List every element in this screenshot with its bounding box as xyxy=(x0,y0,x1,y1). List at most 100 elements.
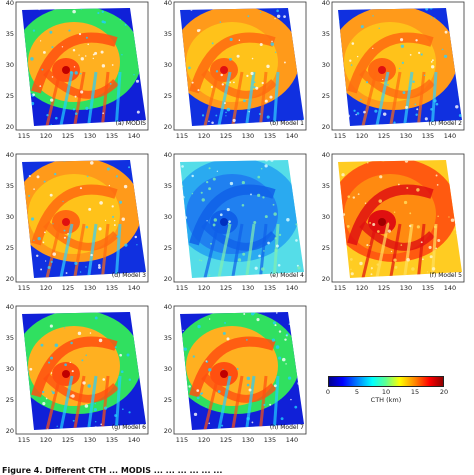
x-tick-label: 115 xyxy=(175,132,189,140)
x-tick-label: 115 xyxy=(17,284,31,292)
x-tick-label: 115 xyxy=(17,132,31,140)
x-tick-label: 120 xyxy=(197,436,211,444)
y-tick-label: 30 xyxy=(163,365,172,373)
y-tick-label: 20 xyxy=(5,427,14,435)
x-tick-label: 120 xyxy=(39,436,53,444)
colorbar-tick: 20 xyxy=(439,388,449,396)
x-tick-label: 115 xyxy=(175,436,189,444)
y-tick-label: 20 xyxy=(5,123,14,131)
y-tick-label: 25 xyxy=(163,244,172,252)
x-tick-label: 115 xyxy=(333,284,347,292)
x-tick-label: 135 xyxy=(263,132,277,140)
satellite-image xyxy=(15,153,149,283)
map-panel: 40 35 30 25 20 115 120 125 130 135 140 (c) Model 2 xyxy=(316,0,466,145)
y-tick-label: 40 xyxy=(321,151,330,159)
y-tick-label: 30 xyxy=(5,61,14,69)
map-panel: 40 35 30 25 20 115 120 125 130 135 140 (h) Model 7 xyxy=(158,303,308,449)
panel-label: (e) Model 4 xyxy=(269,272,304,279)
x-tick-label: 140 xyxy=(127,284,141,292)
satellite-image xyxy=(173,1,307,131)
y-tick-label: 35 xyxy=(163,182,172,190)
satellite-image xyxy=(15,1,149,131)
x-tick-label: 120 xyxy=(197,284,211,292)
y-tick-label: 30 xyxy=(5,365,14,373)
y-tick-label: 35 xyxy=(5,30,14,38)
x-tick-label: 115 xyxy=(175,284,189,292)
y-tick-label: 40 xyxy=(163,151,172,159)
x-tick-label: 125 xyxy=(377,284,391,292)
x-tick-label: 125 xyxy=(61,284,75,292)
y-tick-label: 25 xyxy=(5,396,14,404)
x-tick-label: 120 xyxy=(197,132,211,140)
map-panel: 40 35 30 25 20 115 120 125 130 135 140 (d) Model 3 xyxy=(0,151,150,297)
satellite-image xyxy=(15,305,149,435)
x-tick-label: 130 xyxy=(241,436,255,444)
y-tick-label: 25 xyxy=(5,244,14,252)
satellite-image xyxy=(173,305,307,435)
y-tick-label: 35 xyxy=(5,334,14,342)
x-tick-label: 135 xyxy=(105,132,119,140)
colorbar-tick: 10 xyxy=(381,388,391,396)
x-tick-label: 130 xyxy=(399,284,413,292)
y-tick-label: 40 xyxy=(163,303,172,311)
y-tick-label: 35 xyxy=(163,30,172,38)
y-tick-label: 30 xyxy=(163,61,172,69)
y-tick-label: 25 xyxy=(321,244,330,252)
x-tick-label: 120 xyxy=(39,132,53,140)
x-tick-label: 130 xyxy=(83,284,97,292)
satellite-image xyxy=(173,153,307,283)
y-tick-label: 25 xyxy=(163,92,172,100)
colorbar-label: CTH (km) xyxy=(370,396,402,404)
x-tick-label: 135 xyxy=(421,132,435,140)
x-tick-label: 125 xyxy=(219,284,233,292)
y-tick-label: 35 xyxy=(163,334,172,342)
y-tick-label: 40 xyxy=(163,0,172,7)
x-tick-label: 140 xyxy=(285,284,299,292)
y-tick-label: 40 xyxy=(5,303,14,311)
figure-caption: Figure 4. Different CTH ... MODIS ... ..… xyxy=(2,466,223,475)
panel-label: (g) Model 6 xyxy=(111,424,146,431)
panel-label: (h) Model 7 xyxy=(269,424,304,431)
y-tick-label: 30 xyxy=(5,213,14,221)
y-tick-label: 25 xyxy=(321,92,330,100)
x-tick-label: 125 xyxy=(61,132,75,140)
x-tick-label: 115 xyxy=(17,436,31,444)
y-tick-label: 30 xyxy=(321,61,330,69)
x-tick-label: 135 xyxy=(105,284,119,292)
x-tick-label: 120 xyxy=(39,284,53,292)
x-tick-label: 125 xyxy=(219,132,233,140)
x-tick-label: 140 xyxy=(443,284,457,292)
panel-label: (a) MODIS xyxy=(115,120,146,127)
colorbar-tick: 0 xyxy=(325,388,331,396)
x-tick-label: 125 xyxy=(219,436,233,444)
y-tick-label: 30 xyxy=(163,213,172,221)
y-tick-label: 40 xyxy=(5,151,14,159)
x-tick-label: 135 xyxy=(263,436,277,444)
x-tick-label: 115 xyxy=(333,132,347,140)
map-panel: 40 35 30 25 20 115 120 125 130 135 140 (g) Model 6 xyxy=(0,303,150,449)
x-tick-label: 130 xyxy=(241,284,255,292)
panel-label: (f) Model 5 xyxy=(429,272,462,279)
colorbar-tick: 5 xyxy=(354,388,360,396)
x-tick-label: 140 xyxy=(127,132,141,140)
x-tick-label: 130 xyxy=(83,132,97,140)
colorbar-tick: 15 xyxy=(410,388,420,396)
x-tick-label: 140 xyxy=(285,132,299,140)
y-tick-label: 40 xyxy=(5,0,14,7)
x-tick-label: 125 xyxy=(61,436,75,444)
y-tick-label: 20 xyxy=(5,275,14,283)
panel-label: (d) Model 3 xyxy=(111,272,146,279)
y-tick-label: 25 xyxy=(5,92,14,100)
y-tick-label: 20 xyxy=(163,275,172,283)
x-tick-label: 120 xyxy=(355,284,369,292)
map-panel: 40 35 30 25 20 115 120 125 130 135 140 (e) Model 4 xyxy=(158,151,308,297)
y-tick-label: 35 xyxy=(321,30,330,38)
map-panel: 40 35 30 25 20 115 120 125 130 135 140 (b) Model 1 xyxy=(158,0,308,145)
y-tick-label: 40 xyxy=(321,0,330,7)
panel-label: (b) Model 1 xyxy=(269,120,304,127)
satellite-image xyxy=(331,153,465,283)
map-panel: 40 35 30 25 20 115 120 125 130 135 140 (a) MODIS xyxy=(0,0,150,145)
x-tick-label: 120 xyxy=(355,132,369,140)
map-panel: 40 35 30 25 20 115 120 125 130 135 140 (f) Model 5 xyxy=(316,151,466,297)
y-tick-label: 20 xyxy=(163,427,172,435)
